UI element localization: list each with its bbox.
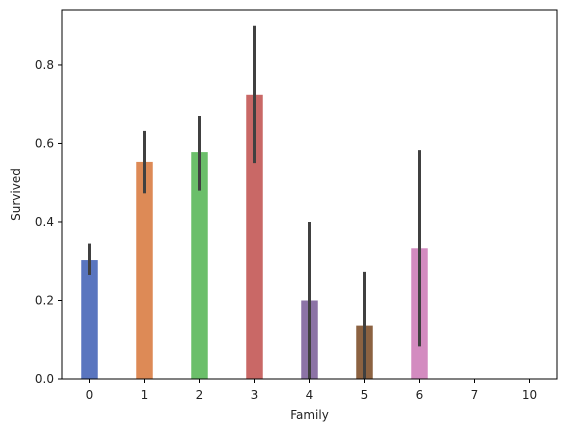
- y-tick-label: 0.6: [35, 136, 54, 150]
- bar-3: [246, 94, 263, 379]
- bar-2: [191, 152, 208, 379]
- x-tick-label: 4: [306, 388, 314, 402]
- y-axis-ticks: 0.0 0.2 0.4 0.6 0.8: [35, 58, 62, 386]
- x-tick-label: 3: [251, 388, 259, 402]
- x-tick-label: 1: [141, 388, 149, 402]
- bar-0: [81, 260, 98, 379]
- x-tick-label: 10: [522, 388, 537, 402]
- plot-area: [61, 9, 558, 380]
- x-axis-label: Family: [290, 408, 329, 422]
- y-tick-label: 0.4: [35, 215, 54, 229]
- x-tick-label: 0: [86, 388, 94, 402]
- error-bars-group: [88, 25, 421, 379]
- y-tick-label: 0.8: [35, 58, 54, 72]
- x-tick-label: 5: [361, 388, 369, 402]
- x-tick-label: 2: [196, 388, 204, 402]
- y-tick-label: 0.0: [35, 372, 54, 386]
- y-axis-label: Survived: [9, 168, 23, 221]
- y-tick-label: 0.2: [35, 293, 54, 307]
- x-axis-ticks: 0 1 2 3 4 5 6 7 10: [86, 379, 537, 402]
- x-tick-label: 6: [416, 388, 424, 402]
- bar-1: [136, 161, 153, 379]
- x-tick-label: 7: [471, 388, 479, 402]
